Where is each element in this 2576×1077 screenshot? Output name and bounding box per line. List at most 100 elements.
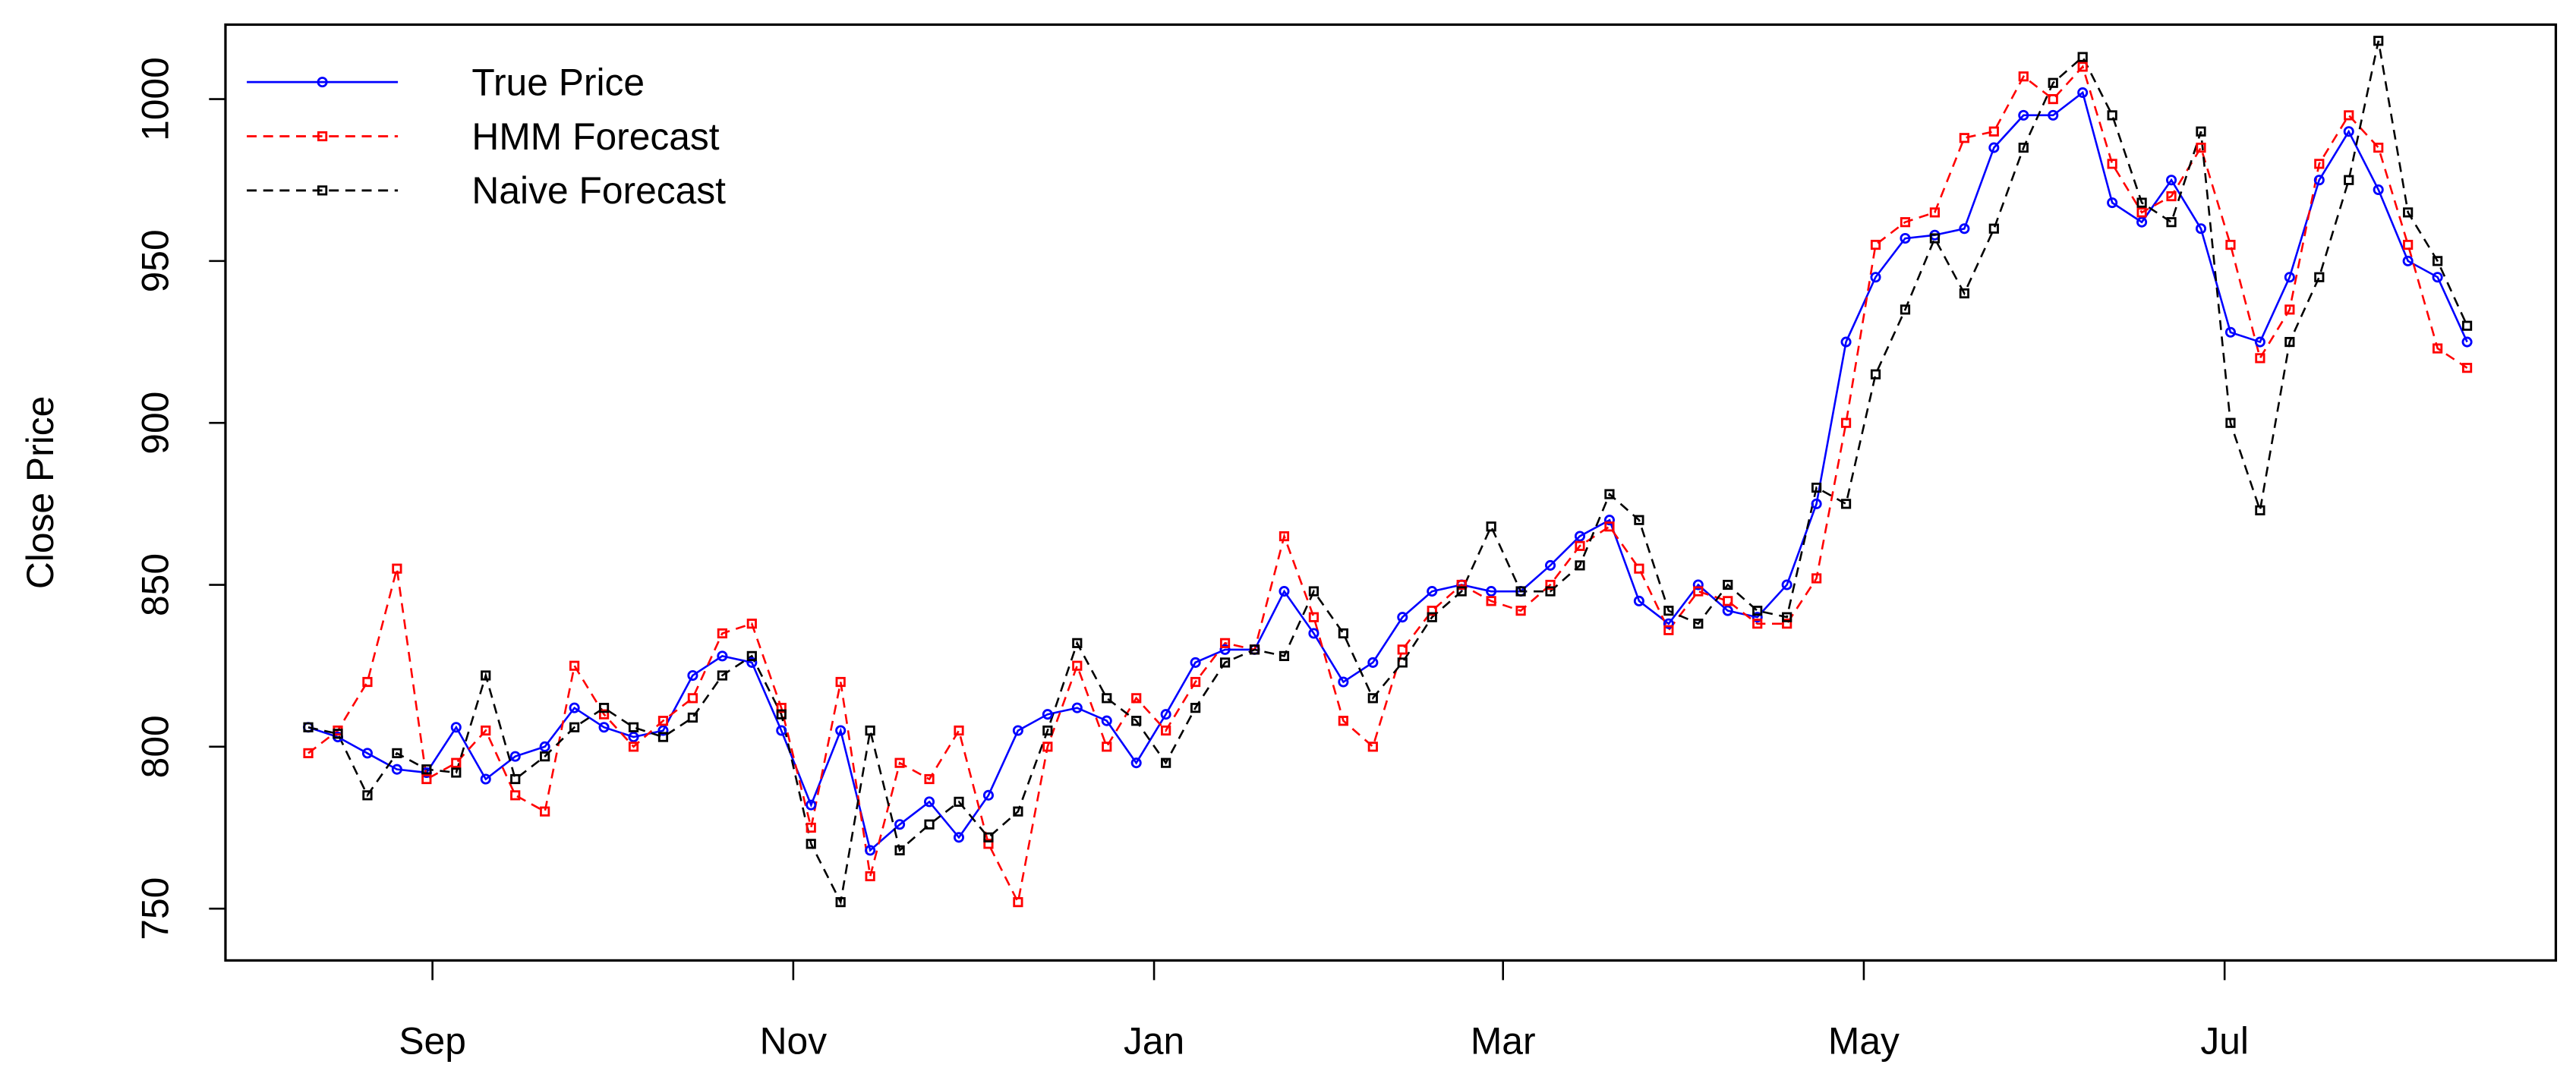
data-point	[1840, 417, 1852, 428]
data-point	[687, 693, 698, 704]
data-point	[776, 709, 787, 720]
data-point	[982, 789, 994, 801]
y-tick-label: 750	[134, 877, 176, 940]
data-point	[1811, 482, 1822, 493]
data-point	[1574, 531, 1586, 542]
data-point	[806, 822, 816, 833]
data-point	[510, 773, 521, 785]
data-point	[2018, 109, 2029, 121]
legend-marker	[317, 131, 328, 142]
data-point	[569, 660, 580, 671]
data-point	[2077, 87, 2089, 99]
data-point	[362, 676, 373, 688]
data-point	[1900, 217, 1911, 228]
data-point	[954, 725, 964, 736]
data-point	[1072, 660, 1083, 671]
data-point	[2166, 175, 2177, 186]
data-point	[303, 722, 314, 732]
data-point	[1840, 499, 1852, 509]
data-point	[598, 722, 610, 733]
data-point	[1693, 619, 1704, 629]
data-point	[1190, 657, 1201, 668]
data-point	[1427, 612, 1437, 622]
data-point	[361, 748, 373, 759]
data-point	[2284, 336, 2295, 348]
data-point	[1751, 612, 1763, 623]
data-point	[628, 732, 639, 743]
y-axis-label: Close Price	[19, 396, 61, 589]
data-point	[717, 650, 728, 662]
data-point	[1042, 725, 1053, 736]
data-point	[1752, 606, 1763, 616]
data-point	[865, 725, 875, 736]
legend-label: True Price	[471, 61, 645, 103]
data-point	[2224, 326, 2236, 338]
data-point	[1101, 715, 1112, 726]
data-point	[2107, 110, 2117, 121]
data-point	[894, 845, 905, 855]
data-point	[2166, 191, 2177, 202]
data-point	[924, 819, 935, 830]
data-point	[1427, 606, 1437, 616]
data-point	[1367, 693, 1378, 704]
data-point	[1663, 625, 1674, 635]
data-point	[2373, 36, 2384, 46]
data-point	[2344, 175, 2354, 185]
data-point	[776, 725, 787, 736]
data-point	[1308, 586, 1320, 597]
data-point	[1782, 612, 1792, 622]
data-point	[2403, 207, 2414, 218]
data-point	[1160, 709, 1171, 720]
data-point	[894, 757, 905, 768]
x-tick-label: May	[1828, 1020, 1900, 1063]
data-point	[1575, 560, 1585, 571]
x-tick-label: Nov	[760, 1020, 828, 1063]
data-point	[1840, 336, 1852, 348]
data-point	[2048, 77, 2058, 88]
data-point	[1338, 716, 1348, 726]
data-point	[746, 657, 758, 668]
data-point	[1515, 606, 1526, 616]
data-point	[1959, 133, 1969, 143]
data-point	[1752, 619, 1763, 629]
data-point	[657, 725, 669, 736]
data-point	[954, 796, 964, 807]
data-point	[2343, 126, 2354, 137]
data-point	[2255, 353, 2265, 364]
data-point	[333, 729, 343, 739]
data-point	[539, 741, 550, 752]
data-point	[391, 764, 402, 775]
data-point	[2136, 197, 2147, 208]
data-point	[2018, 142, 2029, 153]
y-tick-label: 950	[134, 229, 176, 292]
data-point	[1603, 515, 1615, 526]
data-point	[1988, 126, 1999, 137]
data-point	[1013, 806, 1023, 817]
data-point	[1634, 515, 1644, 525]
data-point	[1604, 489, 1615, 499]
y-tick-label: 1000	[134, 57, 176, 141]
data-point	[598, 703, 610, 713]
data-point	[1486, 596, 1496, 606]
data-point	[2018, 71, 2029, 82]
data-point	[1308, 628, 1320, 639]
data-point	[1988, 223, 1999, 234]
legend-label: Naive Forecast	[471, 169, 726, 212]
data-point	[2166, 217, 2177, 228]
data-point	[1190, 703, 1201, 713]
data-point	[1723, 596, 1733, 606]
data-point	[924, 796, 935, 808]
data-point	[1161, 757, 1171, 768]
data-point	[1870, 272, 1881, 283]
data-point	[1161, 725, 1171, 736]
data-point	[421, 764, 432, 775]
data-point	[1575, 540, 1585, 551]
data-point	[1190, 676, 1201, 688]
data-point	[1102, 742, 1112, 752]
data-point	[2344, 110, 2354, 121]
data-point	[2136, 216, 2148, 228]
data-point	[835, 676, 846, 688]
data-point	[1427, 586, 1438, 597]
data-point	[746, 650, 757, 661]
data-point	[1900, 304, 1911, 315]
